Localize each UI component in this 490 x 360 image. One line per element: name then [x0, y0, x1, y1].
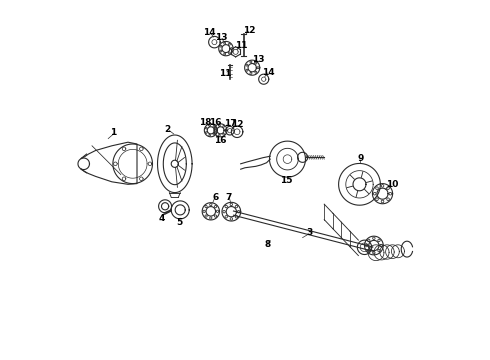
Text: 8: 8 [264, 240, 270, 249]
Text: 3: 3 [307, 228, 313, 237]
Text: 14: 14 [203, 28, 215, 37]
Text: 5: 5 [176, 218, 182, 227]
Text: 15: 15 [280, 176, 293, 185]
Text: 11: 11 [235, 41, 247, 50]
Text: 16: 16 [209, 118, 222, 127]
Text: 12: 12 [231, 120, 244, 129]
Text: 18: 18 [199, 118, 212, 127]
Text: 16: 16 [214, 136, 227, 145]
Text: 9: 9 [357, 154, 364, 163]
Text: 4: 4 [159, 214, 166, 223]
Text: 10: 10 [386, 180, 398, 189]
Text: 13: 13 [215, 33, 227, 42]
Text: 14: 14 [263, 68, 275, 77]
Text: 13: 13 [252, 55, 264, 64]
Text: 7: 7 [225, 193, 231, 202]
Text: 2: 2 [165, 125, 171, 134]
Text: 12: 12 [244, 26, 256, 35]
Text: 17: 17 [223, 119, 236, 128]
Text: 6: 6 [212, 193, 219, 202]
Text: 1: 1 [110, 128, 117, 137]
Text: 11: 11 [219, 69, 231, 78]
